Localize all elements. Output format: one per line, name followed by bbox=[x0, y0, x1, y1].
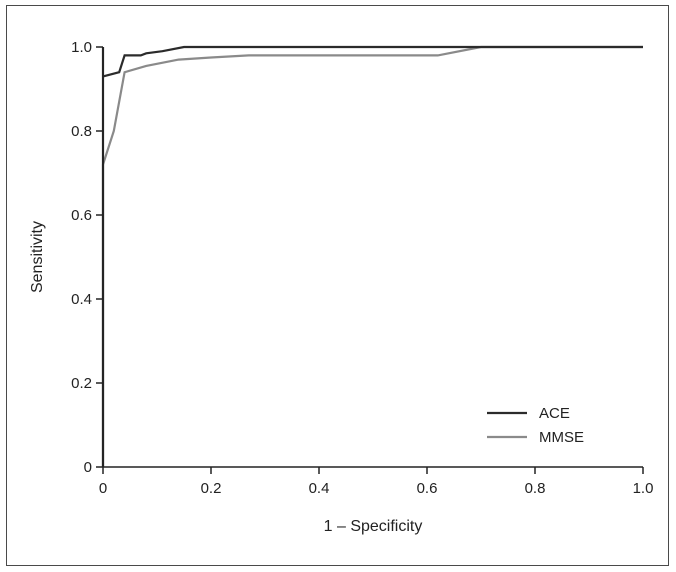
y-tick-label: 1.0 bbox=[71, 39, 92, 56]
legend-label-ace: ACE bbox=[539, 405, 570, 422]
x-tick-label: 0.2 bbox=[201, 480, 222, 497]
y-tick-label: 0 bbox=[84, 459, 92, 476]
y-tick-label: 0.8 bbox=[71, 123, 92, 140]
x-tick-label: 1.0 bbox=[633, 480, 654, 497]
y-tick-label: 0.2 bbox=[71, 375, 92, 392]
legend: ACE MMSE bbox=[487, 405, 584, 446]
roc-curve-ace bbox=[101, 45, 643, 467]
legend-label-mmse: MMSE bbox=[539, 429, 584, 446]
roc-curve-mmse bbox=[101, 45, 643, 467]
x-tick-label: 0.4 bbox=[309, 480, 330, 497]
x-tick-label: 0.6 bbox=[417, 480, 438, 497]
y-axis-title: Sensitivity bbox=[29, 221, 46, 293]
chart-frame bbox=[6, 5, 669, 566]
y-tick-label: 0.6 bbox=[71, 207, 92, 224]
x-tick-label: 0.8 bbox=[525, 480, 546, 497]
x-axis-title: 1 – Specificity bbox=[324, 518, 423, 535]
x-tick-label: 0 bbox=[99, 480, 107, 497]
y-tick-label: 0.4 bbox=[71, 291, 92, 308]
